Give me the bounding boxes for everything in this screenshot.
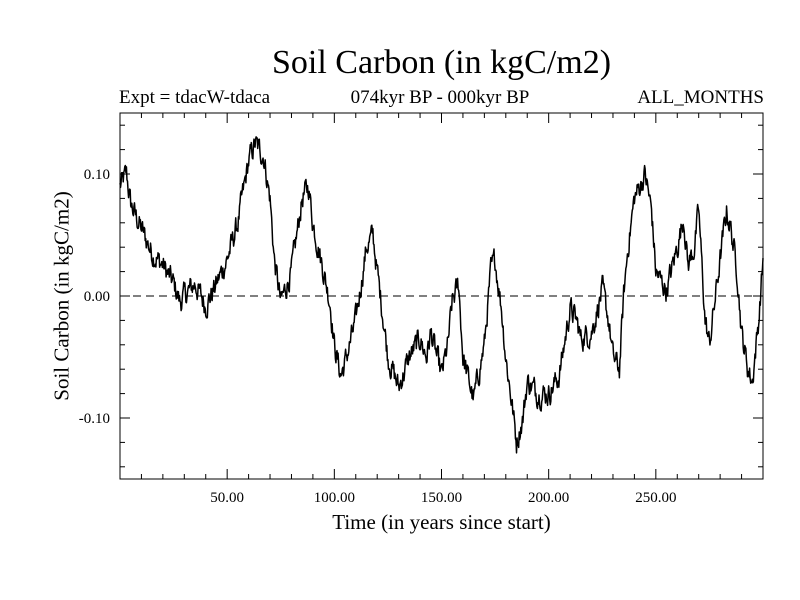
x-axis-label: Time (in years since start): [332, 510, 551, 534]
x-tick-label: 200.00: [528, 490, 569, 506]
y-tick-label: 0.00: [84, 289, 110, 305]
y-tick-label: 0.10: [84, 167, 110, 183]
x-tick-label: 250.00: [635, 490, 676, 506]
experiment-label: Expt = tdacW-tdaca: [119, 87, 271, 108]
season-label: ALL_MONTHS: [637, 87, 764, 108]
period-label: 074kyr BP - 000kyr BP: [350, 87, 530, 108]
chart-title: Soil Carbon (in kgC/m2): [271, 44, 612, 81]
series-line-soil-carbon: [119, 136, 764, 454]
x-tick-label: 150.00: [421, 490, 462, 506]
x-tick-label: 50.00: [210, 490, 244, 506]
y-tick-label: -0.10: [79, 411, 110, 427]
x-tick-label: 100.00: [314, 490, 355, 506]
